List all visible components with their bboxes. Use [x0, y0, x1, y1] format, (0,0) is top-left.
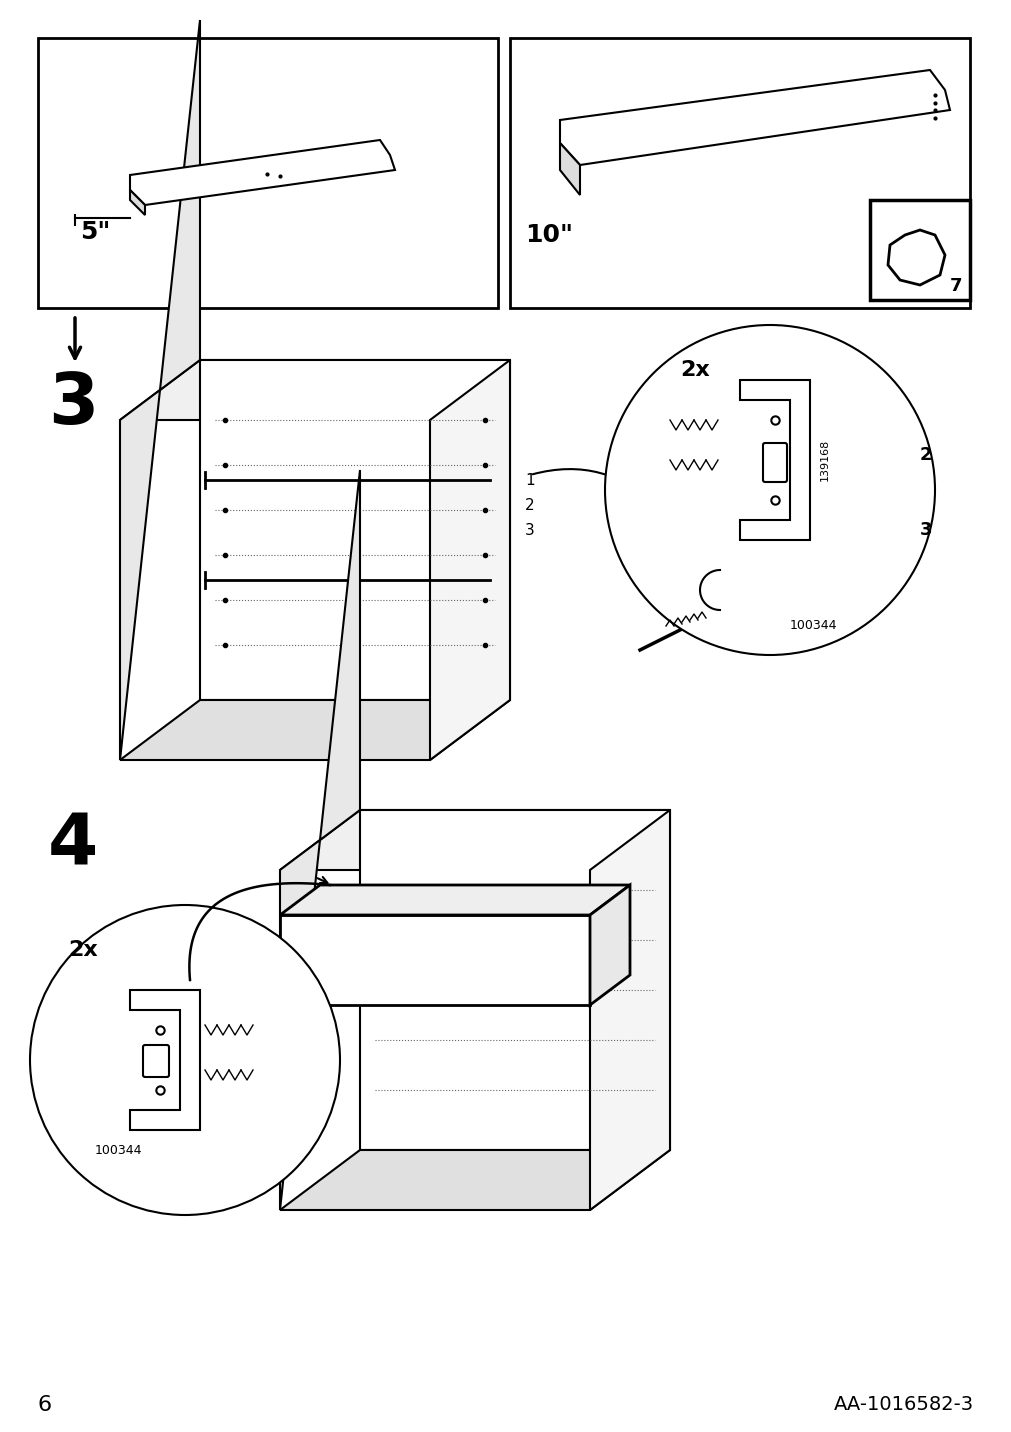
Text: 5": 5" [80, 221, 110, 243]
Polygon shape [589, 811, 669, 1210]
Polygon shape [129, 990, 200, 1130]
Text: 3: 3 [919, 521, 931, 538]
Circle shape [605, 325, 934, 654]
Text: 139168: 139168 [819, 438, 829, 481]
Text: 2: 2 [919, 445, 931, 464]
Text: 4: 4 [48, 811, 98, 879]
Polygon shape [120, 20, 200, 760]
Polygon shape [887, 231, 944, 285]
Polygon shape [280, 470, 360, 1210]
Text: 2x: 2x [679, 359, 709, 379]
Text: 7: 7 [948, 276, 961, 295]
Polygon shape [280, 811, 669, 871]
Text: 10": 10" [525, 223, 572, 246]
FancyBboxPatch shape [762, 442, 787, 483]
Polygon shape [129, 140, 394, 205]
Text: 3: 3 [525, 523, 534, 537]
Bar [510, 39, 969, 308]
Text: AA-1016582-3: AA-1016582-3 [833, 1396, 973, 1415]
Polygon shape [129, 190, 145, 215]
Text: 100344: 100344 [95, 1144, 143, 1157]
Polygon shape [739, 379, 809, 540]
Polygon shape [280, 915, 589, 1005]
Polygon shape [589, 885, 630, 1005]
Bar [38, 39, 497, 308]
Text: 3: 3 [48, 369, 98, 440]
FancyBboxPatch shape [143, 1045, 169, 1077]
Circle shape [30, 905, 340, 1214]
Text: 2: 2 [525, 497, 534, 513]
Polygon shape [280, 885, 630, 915]
Polygon shape [360, 811, 669, 1150]
Polygon shape [120, 700, 510, 760]
Text: 1: 1 [525, 473, 534, 487]
Polygon shape [430, 359, 510, 760]
Text: 2x: 2x [68, 939, 98, 959]
Polygon shape [559, 143, 579, 195]
Text: 6: 6 [38, 1395, 53, 1415]
Polygon shape [559, 70, 949, 165]
Polygon shape [280, 1150, 669, 1210]
Polygon shape [120, 359, 510, 420]
Text: 100344: 100344 [790, 619, 837, 632]
Bar [869, 200, 969, 299]
Polygon shape [200, 359, 510, 700]
